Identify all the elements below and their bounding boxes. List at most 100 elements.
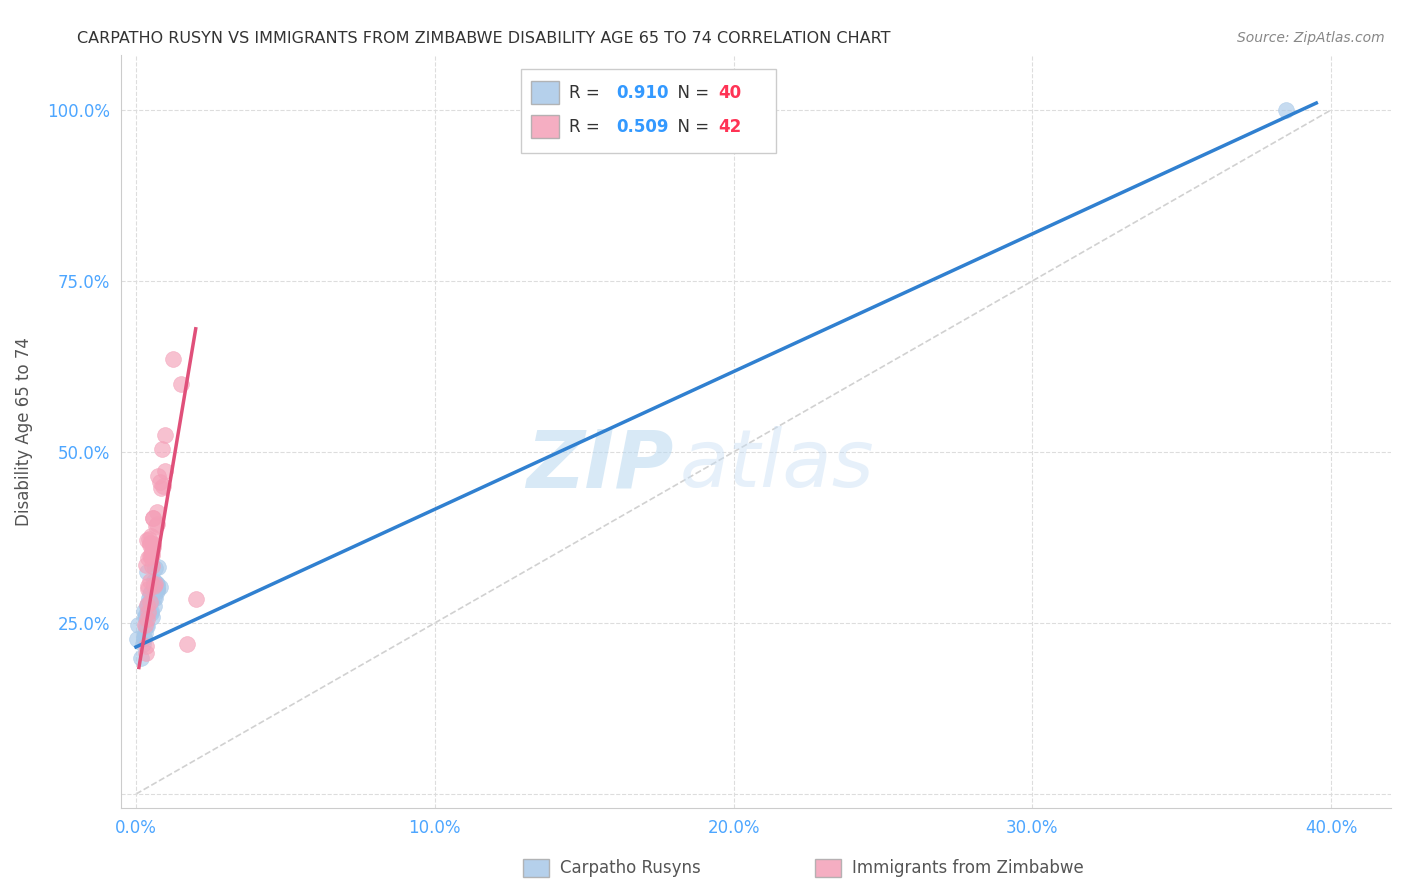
Point	[138, 587, 160, 601]
Point	[143, 579, 166, 593]
Point	[152, 479, 174, 493]
Point	[138, 549, 160, 564]
Point	[135, 619, 157, 633]
Point	[136, 599, 159, 614]
Point	[135, 610, 157, 624]
Point	[134, 609, 156, 624]
Point	[139, 574, 162, 588]
Point	[136, 611, 159, 625]
Point	[136, 619, 159, 633]
Text: Carpatho Rusyns: Carpatho Rusyns	[560, 859, 700, 877]
Point	[139, 529, 162, 543]
Point	[136, 533, 159, 547]
Point	[149, 475, 172, 489]
Point	[143, 574, 166, 588]
Text: R =: R =	[569, 118, 606, 136]
Text: Immigrants from Zimbabwe: Immigrants from Zimbabwe	[852, 859, 1084, 877]
Point	[139, 594, 162, 608]
Point	[141, 544, 163, 558]
Point	[138, 591, 160, 605]
Text: atlas: atlas	[679, 426, 875, 504]
Point	[155, 428, 177, 442]
Point	[135, 646, 157, 660]
Text: 42: 42	[718, 118, 741, 136]
Point	[142, 537, 165, 551]
Text: Source: ZipAtlas.com: Source: ZipAtlas.com	[1237, 31, 1385, 45]
Point	[143, 599, 166, 614]
Point	[153, 464, 176, 478]
Point	[136, 596, 159, 610]
Point	[136, 579, 159, 593]
Point	[138, 532, 160, 546]
Point	[138, 595, 160, 609]
Point	[138, 551, 160, 566]
Point	[139, 606, 162, 620]
Text: 0.910: 0.910	[616, 84, 669, 102]
Point	[145, 519, 167, 533]
Point	[135, 558, 157, 573]
Text: R =: R =	[569, 84, 606, 102]
Point	[141, 558, 163, 573]
Point	[170, 376, 193, 391]
Point	[135, 639, 157, 653]
Text: 0.509: 0.509	[616, 118, 669, 136]
Point	[141, 594, 163, 608]
Point	[149, 580, 172, 594]
Point	[134, 618, 156, 632]
Point	[148, 469, 170, 483]
Point	[139, 538, 162, 552]
Point	[150, 442, 173, 457]
Text: 40: 40	[718, 84, 741, 102]
Point	[149, 481, 172, 495]
Point	[176, 637, 198, 651]
Point	[129, 651, 152, 665]
Point	[132, 631, 155, 645]
Point	[142, 511, 165, 525]
Point	[132, 604, 155, 618]
Point	[141, 548, 163, 562]
Point	[135, 565, 157, 579]
Point	[134, 625, 156, 640]
Bar	[531, 81, 560, 104]
Point	[132, 631, 155, 645]
Point	[145, 582, 167, 597]
Point	[135, 607, 157, 621]
Point	[143, 561, 166, 575]
Point	[145, 579, 167, 593]
Point	[139, 536, 162, 550]
Point	[136, 599, 159, 613]
Point	[143, 577, 166, 591]
Point	[145, 505, 167, 519]
FancyBboxPatch shape	[522, 70, 776, 153]
Point	[146, 559, 169, 574]
Point	[145, 516, 167, 531]
Point	[127, 632, 149, 646]
Point	[141, 609, 163, 624]
Point	[1275, 103, 1298, 117]
Point	[141, 541, 163, 555]
Point	[142, 510, 165, 524]
Point	[139, 549, 162, 564]
Bar	[531, 115, 560, 138]
Point	[141, 584, 163, 599]
Text: N =: N =	[666, 118, 714, 136]
Point	[145, 582, 167, 596]
Point	[143, 579, 166, 593]
Point	[136, 605, 159, 619]
Point	[127, 618, 149, 632]
Point	[143, 590, 166, 604]
Point	[162, 351, 184, 366]
Point	[136, 582, 159, 597]
Point	[146, 576, 169, 591]
Y-axis label: Disability Age 65 to 74: Disability Age 65 to 74	[15, 337, 32, 526]
Point	[146, 583, 169, 598]
Point	[145, 575, 167, 590]
Point	[143, 591, 166, 606]
Point	[138, 604, 160, 618]
Point	[186, 592, 208, 607]
Point	[139, 604, 162, 618]
Text: CARPATHO RUSYN VS IMMIGRANTS FROM ZIMBABWE DISABILITY AGE 65 TO 74 CORRELATION C: CARPATHO RUSYN VS IMMIGRANTS FROM ZIMBAB…	[77, 31, 891, 46]
Point	[132, 637, 155, 651]
Text: N =: N =	[666, 84, 714, 102]
Text: ZIP: ZIP	[526, 426, 673, 504]
